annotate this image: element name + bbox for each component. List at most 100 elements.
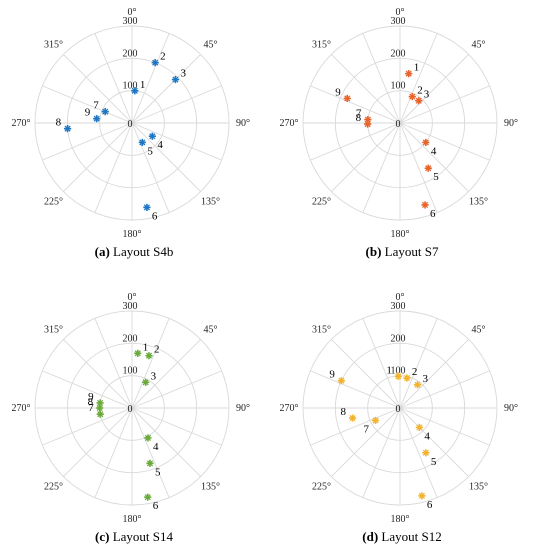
point-label: 8 (56, 117, 62, 129)
theta-tick-label: 270° (280, 118, 299, 129)
theta-tick-label: 270° (12, 118, 31, 129)
panel-b: 0° 45° 90° 135° 180° 225° 270° 315° 0 100 200 300 1 2… (268, 0, 537, 270)
point-label: 9 (329, 369, 335, 381)
data-point (343, 94, 351, 103)
caption-b: (b) Layout S7 (272, 244, 532, 260)
r-tick-label: 100 (391, 81, 406, 92)
caption-d: (d) Layout S12 (272, 529, 532, 545)
grid-spoke (399, 54, 469, 124)
point-label: 2 (417, 85, 423, 97)
data-point (131, 87, 139, 95)
polar-chart-d: 0° 45° 90° 135° 180° 225° 270° 315° 0 100 200 300 1 2… (280, 292, 519, 525)
data-point (422, 449, 430, 457)
data-point (96, 404, 104, 412)
data-point (421, 201, 429, 209)
grid-spoke (399, 407, 469, 477)
theta-tick-label: 180° (123, 229, 142, 240)
theta-tick-label: 315° (44, 40, 63, 51)
grid-spoke (63, 407, 133, 477)
r-tick-label: 300 (123, 301, 138, 312)
data-point (93, 115, 101, 123)
theta-tick-label: 135° (469, 481, 488, 492)
caption-tag: (c) (95, 529, 110, 544)
theta-tick-label: 135° (469, 196, 488, 207)
grid-spoke (399, 122, 438, 213)
grid-spoke (331, 339, 401, 409)
grid-spoke (42, 85, 133, 124)
polar-chart-c: 0° 45° 90° 135° 180° 225° 270° 315° 0 100 200 300 1 2… (12, 292, 251, 525)
grid-spoke (399, 370, 490, 409)
point-label: 1 (414, 62, 420, 74)
theta-tick-label: 90° (236, 403, 250, 414)
caption-tag: (b) (365, 244, 382, 259)
grid-spoke (131, 370, 222, 409)
point-label: 3 (180, 68, 186, 80)
theta-tick-label: 45° (471, 40, 485, 51)
data-point (101, 108, 109, 116)
point-label: 8 (88, 396, 94, 408)
r-tick-label: 300 (123, 16, 138, 27)
theta-tick-label: 45° (203, 40, 217, 51)
point-label: 8 (356, 112, 362, 124)
data-point (138, 138, 146, 147)
data-point (424, 164, 432, 172)
data-point (148, 132, 156, 140)
polar-chart-a: 0° 45° 90° 135° 180° 225° 270° 315° 0 100 200 300 1 2… (12, 7, 251, 240)
point-label: 2 (160, 51, 166, 63)
r-tick-label: 0 (128, 119, 133, 130)
data-point (145, 352, 153, 360)
point-label: 1 (386, 364, 392, 376)
r-tick-label: 100 (123, 81, 138, 92)
theta-tick-label: 45° (203, 325, 217, 336)
grid-spoke (131, 122, 170, 213)
grid-spoke (42, 122, 133, 161)
theta-tick-label: 315° (312, 325, 331, 336)
theta-tick-label: 270° (280, 403, 299, 414)
theta-tick-label: 90° (504, 118, 518, 129)
r-tick-label: 100 (391, 366, 406, 377)
panel-d: 0° 45° 90° 135° 180° 225° 270° 315° 0 100 200 300 1 2… (268, 285, 537, 550)
grid-spoke (310, 407, 401, 446)
point-label: 8 (341, 406, 347, 418)
data-point (151, 59, 159, 67)
point-label: 9 (85, 107, 91, 119)
data-point (422, 138, 430, 147)
point-label: 6 (430, 208, 436, 220)
grid-spoke (131, 407, 201, 477)
data-point (144, 493, 152, 501)
caption-text: Layout S7 (381, 244, 439, 259)
grid-spoke (399, 122, 469, 192)
r-tick-label: 0 (396, 404, 401, 415)
grid-spoke (131, 54, 201, 124)
grid-spoke (362, 318, 401, 409)
panel-a: 0° 45° 90° 135° 180° 225° 270° 315° 0 100 200 300 1 2… (0, 0, 268, 270)
caption-a: (a) Layout S4b (4, 244, 264, 260)
data-point (96, 410, 104, 418)
data-point (413, 381, 422, 389)
grid-spoke (310, 85, 401, 124)
grid-spoke (310, 122, 401, 161)
grid-spoke (399, 122, 490, 161)
grid-spoke (131, 407, 222, 446)
polar-chart-b: 0° 45° 90° 135° 180° 225° 270° 315° 0 100 200 300 1 2… (280, 7, 519, 240)
point-label: 7 (364, 423, 370, 435)
grid-spoke (63, 54, 133, 124)
data-point (337, 377, 345, 385)
point-label: 4 (157, 139, 163, 151)
theta-tick-label: 180° (391, 514, 410, 525)
grid-spoke (131, 407, 170, 498)
point-label: 1 (140, 79, 146, 91)
grid-spoke (399, 407, 490, 446)
theta-tick-label: 225° (312, 481, 331, 492)
point-label: 9 (88, 391, 94, 403)
data-point (146, 459, 154, 467)
grid-spoke (131, 85, 222, 124)
data-point (408, 93, 416, 101)
grid-spoke (310, 370, 401, 409)
grid-spoke (399, 33, 438, 124)
data-point (143, 203, 151, 211)
point-label: 7 (356, 108, 362, 120)
grid-spoke (399, 318, 438, 409)
theta-tick-label: 0° (128, 7, 137, 18)
